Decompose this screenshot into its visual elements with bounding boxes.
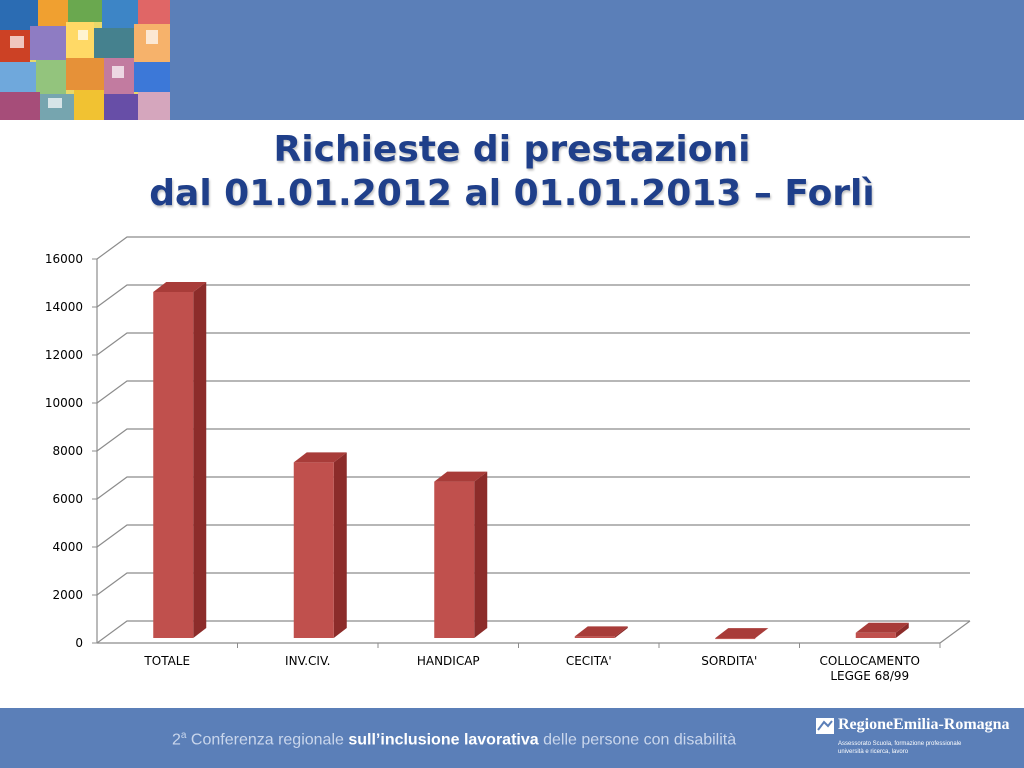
gridline <box>96 476 970 500</box>
y-tick-label: 6000 <box>52 492 83 506</box>
bar <box>293 462 334 638</box>
bar-side <box>333 452 347 638</box>
x-tick-label: HANDICAP <box>417 654 480 668</box>
y-tick-label: 14000 <box>45 300 83 314</box>
mosaic-illustration <box>0 0 170 120</box>
slide-title-line2: dal 01.01.2012 al 01.01.2013 – Forlì <box>149 173 875 214</box>
y-tick-label: 16000 <box>45 252 83 266</box>
y-tick-label: 2000 <box>52 588 83 602</box>
bar <box>855 632 896 638</box>
slide-title: Richieste di prestazioni dal 01.01.2012 … <box>0 128 1024 216</box>
bar-top <box>434 471 488 482</box>
gridline <box>96 284 970 308</box>
x-tick-label: INV.CIV. <box>285 654 330 668</box>
footer-ordinal-sup: a <box>180 730 187 741</box>
x-tick-label: COLLOCAMENTO <box>820 654 921 668</box>
y-tick-label: 0 <box>75 636 83 650</box>
y-tick-label: 4000 <box>52 540 83 554</box>
header-band <box>0 0 1024 120</box>
regione-logo-subtitle-line1: Assessorato Scuola, formazione professio… <box>838 741 962 747</box>
regione-logo: RegioneEmilia-Romagna Assessorato Scuola… <box>816 716 1016 762</box>
floor-edge <box>939 620 971 644</box>
gridline <box>96 236 970 260</box>
gridline <box>96 380 970 404</box>
y-tick-label: 10000 <box>45 396 83 410</box>
regione-logo-subtitle-line2: università e ricerca, lavoro <box>838 749 909 755</box>
footer-part2: sull’inclusione lavorativa <box>348 731 539 749</box>
slide-title-line1: Richieste di prestazioni <box>273 129 751 170</box>
regione-logo-subtitle: Assessorato Scuola, formazione professio… <box>838 740 1014 756</box>
bar-top <box>574 626 628 637</box>
x-tick-label: TOTALE <box>143 654 190 668</box>
x-tick-label: SORDITA' <box>701 654 757 668</box>
y-tick-label: 12000 <box>45 348 83 362</box>
footer-band: 2a Conferenza regionale sull’inclusione … <box>0 708 1024 768</box>
bar <box>715 638 756 640</box>
x-tick-label: CECITA' <box>566 654 612 668</box>
y-tick-label: 8000 <box>52 444 83 458</box>
bar-side <box>614 626 628 638</box>
bar-top <box>715 628 769 639</box>
gridline <box>96 572 970 596</box>
gridline <box>96 524 970 548</box>
footer-part3: delle persone con disabilità <box>538 731 737 749</box>
bar <box>153 292 194 638</box>
footer-ordinal: 2 <box>172 731 181 749</box>
footer-part1: Conferenza regionale <box>186 731 349 749</box>
footer-conference-title: 2a Conferenza regionale sull’inclusione … <box>172 730 736 749</box>
bar-side <box>895 622 909 638</box>
bar <box>574 636 615 638</box>
gridline <box>96 332 970 356</box>
bar-top <box>293 452 347 463</box>
gridline <box>96 620 970 644</box>
bar-top <box>855 622 909 633</box>
bar-side <box>193 282 207 638</box>
bar <box>434 481 475 638</box>
regione-logo-icon <box>816 718 834 734</box>
regione-logo-name: RegioneEmilia-Romagna <box>838 716 1010 733</box>
bar-side <box>474 471 488 638</box>
gridline <box>96 428 970 452</box>
x-tick-label: LEGGE 68/99 <box>830 669 909 683</box>
bar-chart: 0 2000 4000 6000 8000 10000 12000 14000 16000 TOT… <box>45 236 971 683</box>
bar-top <box>153 282 207 292</box>
